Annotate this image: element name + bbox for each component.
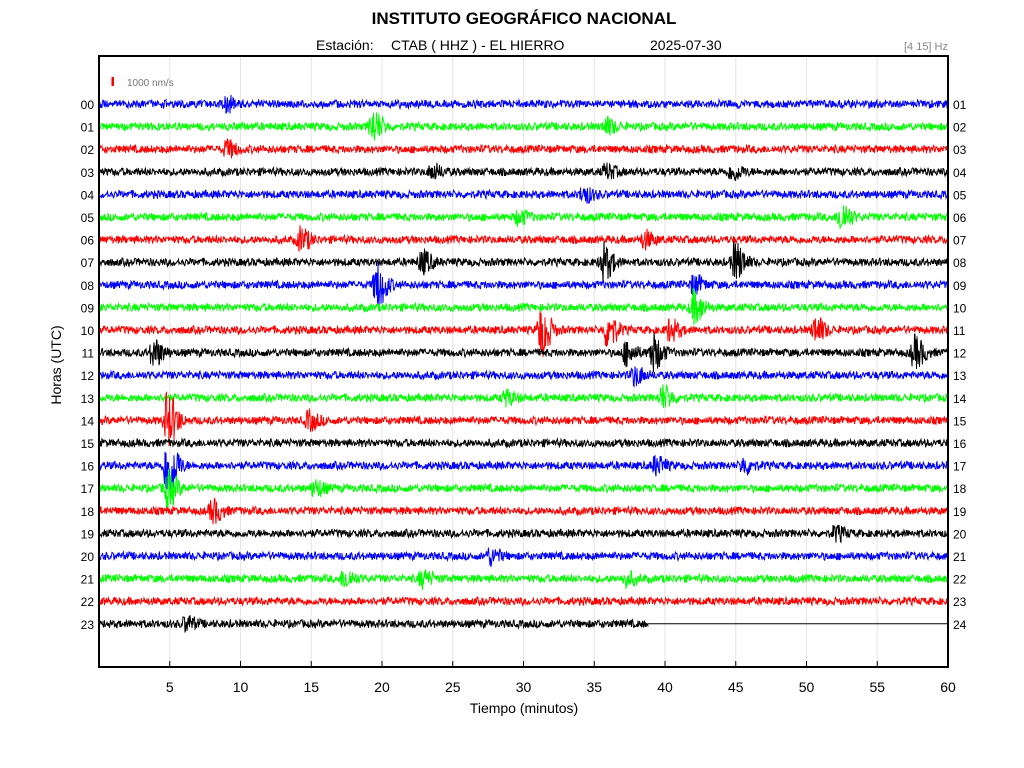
x-tick-label: 40 — [657, 679, 673, 695]
hour-label-right: 02 — [953, 121, 967, 135]
hour-label-right: 17 — [953, 460, 967, 474]
hour-label-right: 21 — [953, 550, 967, 564]
hour-label-left: 18 — [81, 505, 95, 519]
trace-hour-03 — [99, 162, 949, 181]
hour-label-left: 00 — [81, 98, 95, 112]
x-tick-label: 15 — [303, 679, 319, 695]
x-tick-label: 25 — [445, 679, 461, 695]
hour-label-left: 22 — [81, 595, 95, 609]
hour-label-left: 14 — [81, 414, 95, 428]
hour-label-right: 18 — [953, 482, 967, 496]
hour-label-left: 23 — [81, 618, 95, 632]
trace-hour-07 — [99, 241, 949, 283]
trace-hour-20 — [99, 547, 949, 568]
trace-hour-13 — [99, 384, 949, 409]
x-tick-label: 45 — [728, 679, 744, 695]
hour-label-left: 20 — [81, 550, 95, 564]
trace-hour-02 — [99, 138, 949, 159]
x-tick-label: 50 — [799, 679, 815, 695]
trace-hour-06 — [99, 225, 949, 252]
amplitude-scale: 1000 nm/s — [111, 77, 174, 89]
hour-label-left: 01 — [81, 121, 95, 135]
trace-hour-19 — [99, 524, 949, 544]
station-name: CTAB ( HHZ ) - EL HIERRO — [391, 37, 565, 53]
trace-hour-08 — [99, 262, 949, 305]
trace-hour-18 — [99, 497, 949, 525]
hour-label-right: 23 — [953, 595, 967, 609]
x-tick-label: 20 — [374, 679, 390, 695]
hour-label-right: 14 — [953, 392, 967, 406]
hour-label-left: 09 — [81, 301, 95, 315]
x-tick-label: 35 — [586, 679, 602, 695]
trace-hour-04 — [99, 187, 949, 204]
hour-label-right: 24 — [953, 618, 967, 632]
hour-label-right: 20 — [953, 527, 967, 541]
scale-label: 1000 nm/s — [127, 78, 174, 89]
x-tick-label: 5 — [166, 679, 174, 695]
hour-label-right: 10 — [953, 301, 967, 315]
hour-label-right: 03 — [953, 143, 967, 157]
hour-label-right: 12 — [953, 347, 967, 361]
hour-label-right: 15 — [953, 414, 967, 428]
date-label: 2025-07-30 — [650, 37, 722, 53]
scale-bar — [111, 77, 114, 86]
hour-label-right: 11 — [953, 324, 966, 338]
trace-hour-01 — [99, 112, 949, 141]
hour-label-right: 13 — [953, 369, 967, 383]
trace-hour-16 — [99, 451, 949, 495]
hour-label-left: 10 — [81, 324, 95, 338]
hour-label-right: 19 — [953, 505, 967, 519]
trace-hour-12 — [99, 366, 949, 388]
hour-label-right: 06 — [953, 211, 967, 225]
hour-label-right: 16 — [953, 437, 967, 451]
x-tick-label: 55 — [869, 679, 885, 695]
trace-hour-22 — [99, 595, 949, 608]
hour-label-left: 02 — [81, 143, 95, 157]
trace-hour-05 — [99, 205, 949, 229]
hour-label-left: 04 — [81, 188, 95, 202]
seismic-traces — [99, 94, 949, 633]
hour-label-left: 08 — [81, 279, 95, 293]
hour-label-left: 15 — [81, 437, 95, 451]
trace-hour-00 — [99, 94, 949, 115]
trace-hour-10 — [99, 311, 949, 357]
trace-hour-17 — [99, 467, 949, 510]
y-axis-label: Horas (UTC) — [48, 325, 64, 405]
hour-label-left: 17 — [81, 482, 95, 496]
hour-label-right: 22 — [953, 573, 967, 587]
trace-hour-11 — [99, 332, 949, 373]
hour-label-right: 09 — [953, 279, 967, 293]
x-tick-label: 30 — [516, 679, 532, 695]
hour-label-right: 07 — [953, 234, 967, 248]
hour-label-left: 13 — [81, 392, 95, 406]
hour-label-left: 07 — [81, 256, 95, 270]
hour-label-left: 03 — [81, 166, 95, 180]
hour-label-right: 05 — [953, 188, 967, 202]
filter-band: [4 15] Hz — [903, 41, 948, 53]
trace-hour-23 — [99, 615, 649, 633]
hour-label-left: 16 — [81, 460, 95, 474]
x-tick-label: 60 — [940, 679, 956, 695]
hour-label-left: 06 — [81, 234, 95, 248]
trace-hour-21 — [99, 569, 949, 591]
hour-label-left: 12 — [81, 369, 95, 383]
x-axis-label: Tiempo (minutos) — [469, 700, 579, 716]
station-label: Estación: — [316, 37, 374, 53]
hour-label-left: 21 — [81, 573, 95, 587]
hour-label-right: 01 — [953, 98, 967, 112]
hour-label-left: 11 — [82, 347, 95, 361]
grid-lines — [169, 56, 878, 667]
trace-hour-14 — [99, 390, 949, 447]
chart-title: INSTITUTO GEOGRÁFICO NACIONAL — [371, 9, 677, 28]
hour-label-right: 08 — [953, 256, 967, 270]
hour-label-left: 19 — [81, 527, 95, 541]
hour-label-left: 05 — [81, 211, 95, 225]
trace-hour-09 — [99, 286, 949, 325]
x-tick-label: 10 — [233, 679, 249, 695]
trace-hour-15 — [99, 437, 949, 449]
hour-label-right: 04 — [953, 166, 967, 180]
axis-ticks: 5 10 15 20 25 30 35 40 45 50 55 60 00 01 02 03 04 05 06 07 0… — [81, 98, 967, 695]
